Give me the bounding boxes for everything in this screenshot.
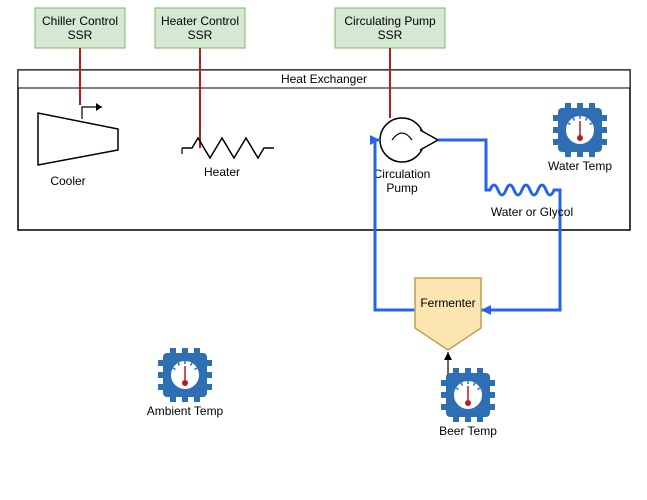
cooler-label: Cooler xyxy=(50,174,85,188)
ssr-chiller: Chiller ControlSSR xyxy=(35,8,125,48)
sensor-ambient: Ambient Temp xyxy=(147,348,224,418)
ssr-heater: Heater ControlSSR xyxy=(155,8,245,48)
heater-label: Heater xyxy=(204,165,240,179)
ssr-chiller-line2: SSR xyxy=(68,28,93,42)
sensor-water: Water Temp xyxy=(548,103,612,173)
pump-label-2: Pump xyxy=(386,181,418,195)
sensor-water-label: Water Temp xyxy=(548,159,612,173)
beer-temp-arrowhead xyxy=(444,352,452,360)
ssr-pump-line2: SSR xyxy=(378,28,403,42)
circulation-pump: CirculationPump xyxy=(374,118,438,195)
sensor-ambient-label: Ambient Temp xyxy=(147,404,224,418)
ssr-chiller-line1: Chiller Control xyxy=(42,14,118,28)
sensor-beer-label: Beer Temp xyxy=(439,424,497,438)
cooler: Cooler xyxy=(38,103,118,188)
fermenter: Fermenter xyxy=(415,278,481,350)
glycol-label: Water or Glycol xyxy=(491,205,573,219)
ssr-pump: Circulating PumpSSR xyxy=(335,8,445,48)
pump-label-1: Circulation xyxy=(374,167,431,181)
heater: Heater xyxy=(182,138,274,179)
ssr-heater-line1: Heater Control xyxy=(161,14,239,28)
fermenter-label: Fermenter xyxy=(420,296,475,310)
ssr-pump-line1: Circulating Pump xyxy=(344,14,436,28)
sensor-beer: Beer Temp xyxy=(439,368,497,438)
heat-exchanger-label: Heat Exchanger xyxy=(281,72,367,86)
ssr-heater-line2: SSR xyxy=(188,28,213,42)
